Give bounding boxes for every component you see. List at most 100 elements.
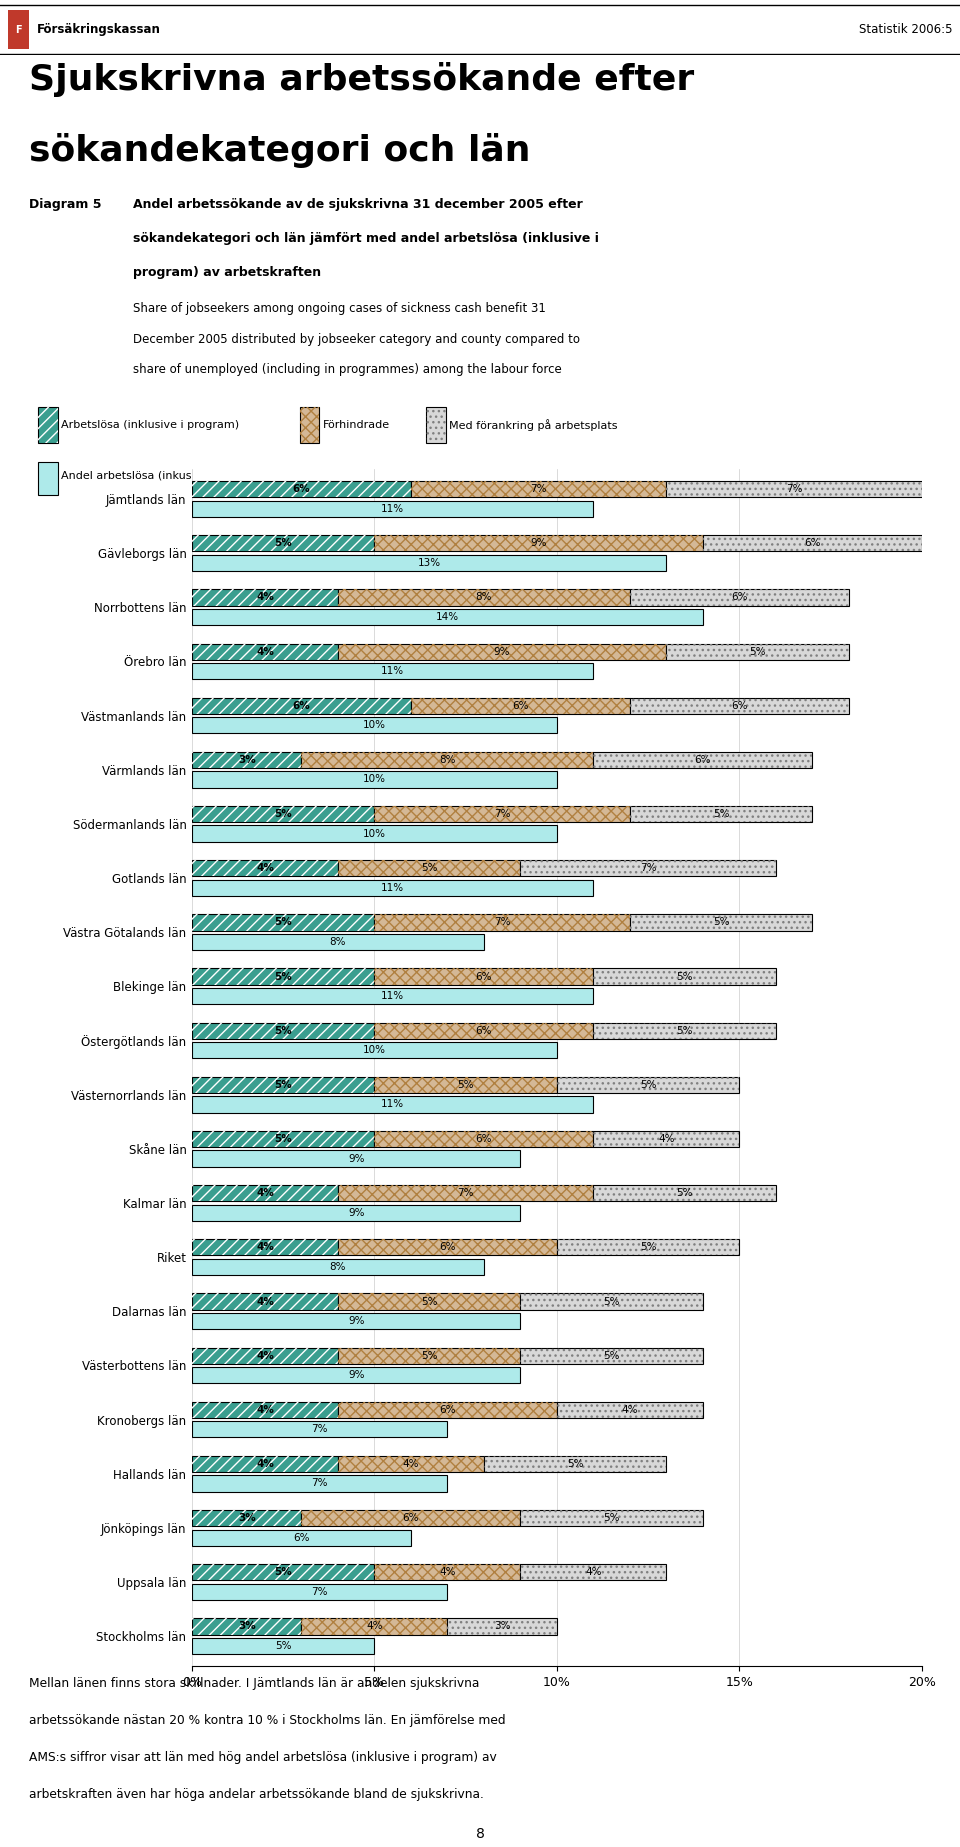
Bar <box>192 1239 338 1256</box>
Bar <box>593 1130 739 1147</box>
Bar <box>338 1293 520 1310</box>
Bar <box>520 1511 703 1526</box>
Bar <box>374 1077 557 1093</box>
Bar <box>192 1618 301 1635</box>
Bar <box>374 1564 520 1581</box>
Bar <box>593 1023 776 1038</box>
Bar <box>338 1186 593 1201</box>
Text: 5%: 5% <box>420 1297 438 1306</box>
Bar <box>192 752 301 768</box>
Text: 6%: 6% <box>475 1025 492 1036</box>
Text: 4%: 4% <box>256 593 274 602</box>
Bar <box>666 480 922 497</box>
Bar <box>192 914 374 931</box>
Text: 7%: 7% <box>311 1478 328 1489</box>
Bar <box>192 1130 374 1147</box>
Text: 7%: 7% <box>639 863 657 874</box>
Bar <box>192 1348 338 1363</box>
Bar <box>192 1511 301 1526</box>
Bar <box>192 610 703 624</box>
Bar <box>666 643 849 659</box>
Bar <box>374 1023 593 1038</box>
Text: Sjukskrivna arbetssökande efter: Sjukskrivna arbetssökande efter <box>29 61 694 96</box>
Text: 7%: 7% <box>530 484 547 495</box>
Text: Förhindrade: Förhindrade <box>323 419 390 430</box>
Text: 5%: 5% <box>275 537 292 549</box>
Bar <box>630 698 849 715</box>
Bar <box>703 536 922 552</box>
Text: 7%: 7% <box>785 484 803 495</box>
Text: 6%: 6% <box>694 755 711 765</box>
Bar <box>192 1151 520 1167</box>
Bar <box>192 1077 374 1093</box>
Bar <box>192 1023 374 1038</box>
Text: 8%: 8% <box>329 936 347 948</box>
Bar <box>593 968 776 984</box>
Bar <box>630 589 849 606</box>
Text: 13%: 13% <box>418 558 441 567</box>
Bar <box>192 1564 374 1581</box>
Bar <box>338 861 520 875</box>
Bar <box>593 1023 776 1038</box>
Bar <box>301 752 593 768</box>
Bar <box>447 1618 557 1635</box>
Text: 4%: 4% <box>658 1134 675 1143</box>
Text: 7%: 7% <box>457 1188 474 1199</box>
Text: 4%: 4% <box>585 1568 602 1577</box>
Bar <box>666 480 922 497</box>
Bar <box>192 935 484 949</box>
Text: 4%: 4% <box>621 1406 638 1415</box>
Text: 4%: 4% <box>256 1406 274 1415</box>
Text: 6%: 6% <box>439 1406 456 1415</box>
Bar <box>338 589 630 606</box>
Bar <box>192 805 374 822</box>
Text: 9%: 9% <box>348 1208 365 1217</box>
Bar <box>411 698 630 715</box>
Text: 4%: 4% <box>256 1459 274 1468</box>
Bar <box>338 1348 520 1363</box>
Text: 6%: 6% <box>804 537 821 549</box>
Bar <box>192 988 593 1005</box>
Text: 3%: 3% <box>238 1513 255 1524</box>
Bar <box>338 1348 520 1363</box>
Bar <box>192 698 411 715</box>
Bar <box>192 1564 374 1581</box>
Bar <box>192 1204 520 1221</box>
Text: Share of jobseekers among ongoing cases of sickness cash benefit 31: Share of jobseekers among ongoing cases … <box>132 303 545 316</box>
Text: 5%: 5% <box>639 1080 657 1090</box>
Text: 8%: 8% <box>329 1262 347 1273</box>
Bar <box>630 914 812 931</box>
Text: December 2005 distributed by jobseeker category and county compared to: December 2005 distributed by jobseeker c… <box>132 332 580 345</box>
Bar <box>8 9 29 50</box>
Bar <box>520 1564 666 1581</box>
Bar <box>374 968 593 984</box>
Text: 10%: 10% <box>363 1045 386 1055</box>
Bar <box>374 536 703 552</box>
Bar <box>374 1023 593 1038</box>
Text: 9%: 9% <box>530 537 547 549</box>
Text: sökandekategori och län: sökandekategori och län <box>29 133 530 168</box>
Text: Med förankring på arbetsplats: Med förankring på arbetsplats <box>449 419 618 430</box>
Text: 6%: 6% <box>512 700 529 711</box>
Bar <box>192 1420 447 1437</box>
Text: 5%: 5% <box>749 646 766 658</box>
Bar <box>484 1455 666 1472</box>
Text: 6%: 6% <box>731 700 748 711</box>
Text: Statistik 2006:5: Statistik 2006:5 <box>859 22 952 37</box>
Bar <box>374 536 703 552</box>
Bar <box>192 914 374 931</box>
Bar <box>192 1042 557 1058</box>
Text: 6%: 6% <box>293 484 310 495</box>
Bar <box>192 698 411 715</box>
Bar <box>374 1130 593 1147</box>
Bar <box>192 1239 338 1256</box>
Bar <box>447 1618 557 1635</box>
Text: 7%: 7% <box>493 918 511 927</box>
Bar <box>300 406 320 443</box>
Bar <box>192 1511 301 1526</box>
Bar <box>192 643 338 659</box>
Bar <box>192 501 593 517</box>
Text: 5%: 5% <box>566 1459 584 1468</box>
Bar <box>192 589 338 606</box>
Text: 14%: 14% <box>436 611 459 622</box>
